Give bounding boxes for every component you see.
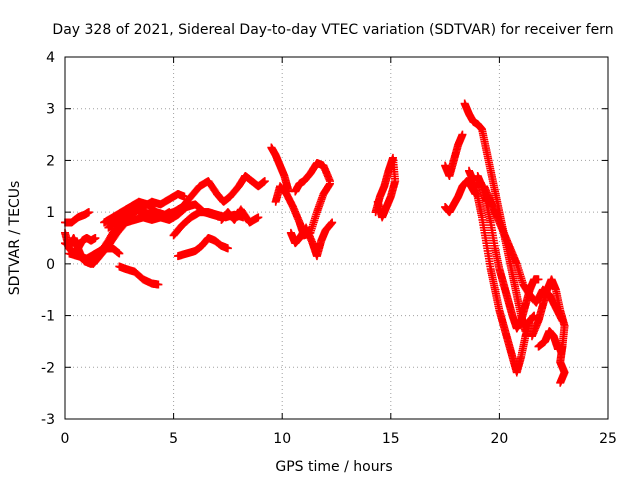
- series-pass-7: [104, 190, 189, 232]
- series-pass-10: [173, 234, 232, 261]
- y-tick-label: 2: [46, 153, 55, 169]
- y-tick-label: 3: [46, 102, 55, 118]
- data-point: [254, 213, 263, 222]
- data-point: [115, 249, 124, 258]
- data-point: [328, 218, 337, 227]
- series-pass-13: [267, 143, 293, 196]
- series-pass-1: [61, 208, 93, 227]
- data-point: [534, 275, 543, 284]
- x-tick-label: 5: [169, 431, 178, 447]
- data-point: [180, 192, 189, 201]
- data-point: [556, 378, 565, 387]
- y-tick-label: -3: [41, 412, 55, 428]
- series-pass-24: [527, 275, 569, 387]
- data-point: [84, 208, 93, 217]
- y-tick-label: -2: [41, 360, 55, 376]
- series-pass-25: [534, 327, 567, 354]
- series-pass-16: [286, 218, 337, 261]
- x-tick-label: 25: [599, 431, 617, 447]
- x-tick-label: 20: [490, 431, 508, 447]
- y-axis-label: SDTVAR / TECUs: [7, 181, 23, 296]
- series-pass-8: [115, 262, 163, 289]
- data-point: [260, 177, 269, 186]
- series-pass-6: [100, 171, 250, 227]
- axis-ticks: 0 5 10 15 20 25 -3 -2 -1 0 1 2 3 4: [41, 50, 617, 447]
- plot-frame: [64, 56, 609, 420]
- series-pass-14: [271, 179, 334, 240]
- x-tick-label: 0: [61, 431, 70, 447]
- series-pass-21: [464, 166, 539, 377]
- x-tick-label: 10: [273, 431, 291, 447]
- data-markers: [61, 99, 569, 387]
- series-pass-17: [371, 153, 400, 222]
- y-tick-label: -1: [41, 309, 55, 325]
- series-pass-22: [473, 171, 543, 333]
- data-point: [91, 234, 100, 242]
- y-tick-label: 1: [46, 205, 55, 221]
- data-point: [458, 130, 467, 139]
- data-point: [223, 244, 232, 253]
- chart-title: Day 328 of 2021, Sidereal Day-to-day VTE…: [52, 22, 613, 38]
- series-pass-12: [241, 171, 269, 191]
- data-point: [325, 177, 334, 186]
- data-point: [373, 197, 382, 206]
- series-pass-11: [217, 205, 263, 227]
- series-pass-19: [441, 130, 467, 180]
- data-point: [154, 280, 163, 289]
- x-tick-label: 15: [382, 431, 400, 447]
- series-pass-15: [291, 159, 334, 196]
- x-axis-label: GPS time / hours: [275, 459, 392, 475]
- data-point: [558, 342, 567, 351]
- y-tick-label: 0: [46, 257, 55, 273]
- y-tick-label: 4: [46, 50, 55, 66]
